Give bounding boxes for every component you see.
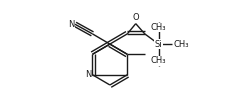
Text: CH: CH [152, 23, 165, 32]
Text: CH₃: CH₃ [151, 23, 166, 32]
Text: O: O [132, 13, 139, 22]
Text: CH₃: CH₃ [174, 40, 189, 49]
Text: N: N [68, 20, 74, 29]
Text: CH: CH [174, 40, 186, 49]
Text: CH: CH [152, 56, 165, 65]
Text: N: N [85, 70, 91, 79]
Text: Si: Si [155, 40, 162, 49]
Text: CH₃: CH₃ [151, 56, 166, 65]
